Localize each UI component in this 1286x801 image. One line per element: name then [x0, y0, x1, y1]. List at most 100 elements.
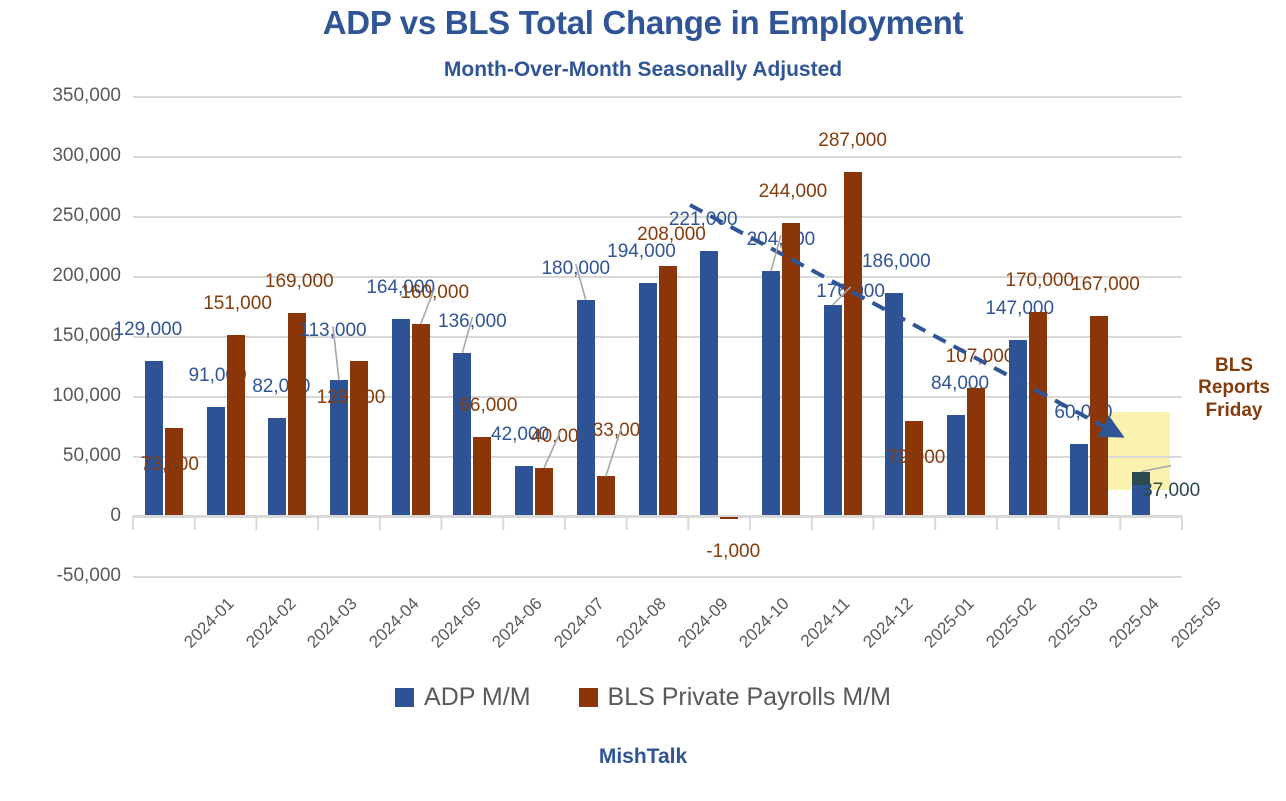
gridline: [133, 276, 1182, 278]
data-label-2024-06-adp: 136,000: [438, 310, 507, 332]
x-axis-tick-label: 2024-09: [673, 594, 732, 652]
bar-2024-08-bls[interactable]: [596, 476, 615, 516]
bar-2024-02-bls[interactable]: [226, 334, 245, 516]
data-label-2024-10-bls: -1,000: [706, 541, 761, 562]
bar-2024-06-bls[interactable]: [473, 436, 492, 516]
chart-subtitle: Month-Over-Month Seasonally Adjusted: [443, 58, 843, 81]
data-label-2024-03-bls: 169,000: [264, 271, 334, 293]
x-axis-tick-label: 2024-08: [612, 594, 670, 652]
data-label-2024-11-bls: 244,000: [758, 181, 828, 203]
x-axis-tick-label: 2024-11: [796, 594, 854, 651]
x-axis-tick-label: 2024-03: [303, 594, 362, 652]
data-label-2024-11-adp: 204,000: [746, 229, 816, 251]
data-label-2024-01-adp: 129,000: [113, 319, 183, 341]
data-label-2024-09-adp: 194,000: [607, 241, 676, 263]
annotation-line-3: Friday: [1205, 399, 1263, 421]
bar-2024-10-adp[interactable]: [700, 250, 719, 516]
legend-label: BLS Private Payrolls M/M: [607, 683, 891, 711]
gridline: [133, 456, 1182, 458]
x-axis-tick-label: 2024-06: [488, 594, 547, 652]
bar-2024-09-adp[interactable]: [638, 283, 657, 516]
bar-2025-05-adp[interactable]: [1132, 471, 1151, 516]
data-label-2024-02-bls: 151,000: [203, 292, 272, 314]
bar-2025-04-adp[interactable]: [1070, 444, 1089, 516]
data-label-2024-12-bls: 287,000: [818, 129, 887, 151]
chart-footer-attribution: MishTalk: [598, 745, 688, 768]
data-label-2025-01-bls: 79,000: [887, 447, 946, 469]
bar-2025-03-bls[interactable]: [1028, 312, 1047, 516]
bar-2024-06-adp[interactable]: [453, 352, 472, 516]
data-label-2024-05-bls: 160,000: [400, 282, 470, 303]
bar-2025-01-adp[interactable]: [885, 292, 904, 516]
x-axis-tick-label: 2025-01: [920, 594, 979, 652]
gridline: [133, 396, 1182, 398]
bar-2025-02-adp[interactable]: [947, 415, 966, 516]
data-label-2024-06-bls: 66,000: [459, 394, 518, 416]
y-axis-tick-label: 100,000: [52, 385, 121, 406]
bar-2024-01-bls[interactable]: [164, 428, 183, 516]
y-axis-tick-label: 200,000: [52, 265, 121, 286]
annotation-line-1: BLS: [1215, 355, 1253, 376]
bar-2025-03-adp[interactable]: [1008, 339, 1027, 516]
y-axis-tick-label: 50,000: [62, 445, 121, 466]
bar-2024-11-adp[interactable]: [761, 271, 780, 516]
bar-2024-04-adp[interactable]: [329, 380, 348, 516]
y-axis-tick-label: 0: [110, 505, 121, 526]
x-axis-tick-label: 2024-04: [365, 594, 423, 652]
data-label-2025-05-adp: 37,000: [1142, 479, 1201, 501]
bar-2024-12-bls[interactable]: [843, 171, 862, 516]
data-label-2025-02-bls: 107,000: [945, 345, 1015, 367]
data-label-2024-07-adp: 42,000: [491, 423, 550, 445]
bar-2024-11-bls[interactable]: [781, 223, 800, 516]
plot-area: 129,000 73,000 91,000 151,000 82,000 169,000 1…: [114, 96, 1200, 578]
bar-cap-highlight: [1132, 471, 1151, 485]
bar-2024-08-adp[interactable]: [576, 300, 595, 516]
gridline: [133, 156, 1182, 158]
data-label-2024-08-adp: 180,000: [541, 258, 611, 279]
data-label-2025-01-adp: 186,000: [861, 250, 931, 272]
legend-swatch-icon: [578, 688, 598, 707]
x-axis-tick-label: 2024-07: [550, 594, 608, 652]
y-axis-tick-label: 300,000: [52, 145, 121, 166]
bar-2024-04-bls[interactable]: [349, 361, 368, 516]
gridline: [133, 576, 1182, 578]
bar-2024-07-adp[interactable]: [515, 465, 534, 516]
annotation-line-2: Reports: [1198, 377, 1270, 399]
data-label-2025-04-bls: 167,000: [1071, 273, 1140, 295]
data-label-2025-03-bls: 170,000: [1005, 270, 1075, 291]
bar-2024-09-bls[interactable]: [658, 266, 677, 516]
legend-label: ADP M/M: [424, 683, 531, 711]
y-axis-tick-label: 250,000: [52, 205, 121, 226]
bls-reports-friday-annotation: BLS Reports Friday: [1188, 355, 1280, 422]
bar-2024-03-adp[interactable]: [268, 417, 287, 516]
bar-2024-12-adp[interactable]: [823, 304, 842, 516]
bar-2024-02-adp[interactable]: [206, 406, 225, 516]
gridline: [133, 96, 1182, 98]
data-label-2024-09-bls: 208,000: [637, 224, 706, 246]
data-label-2024-10-adp: 221,000: [668, 208, 738, 230]
chart-title: ADP vs BLS Total Change in Employment: [322, 4, 964, 41]
gridline: [133, 216, 1182, 218]
y-axis-tick-label: 150,000: [52, 325, 121, 346]
bar-2024-01-adp[interactable]: [144, 361, 163, 516]
gridline: [133, 336, 1182, 338]
x-axis-tick-label: 2025-05: [1167, 594, 1225, 652]
data-label-2024-04-bls: 129,000: [316, 387, 386, 409]
y-axis: 350,000 300,000 250,000 200,000 150,000 100,0…: [0, 85, 1286, 586]
gridline: [133, 516, 1182, 518]
bar-2024-07-bls[interactable]: [535, 468, 554, 516]
bar-2025-01-bls[interactable]: [905, 421, 924, 516]
legend-item-adp[interactable]: ADP M/M: [395, 683, 531, 712]
legend-item-bls[interactable]: BLS Private Payrolls M/M: [578, 683, 891, 712]
x-axis-tick-label: 2024-10: [735, 594, 794, 652]
bar-2025-04-bls[interactable]: [1090, 315, 1109, 516]
bar-2024-03-bls[interactable]: [288, 313, 307, 516]
chart-legend: ADP M/M BLS Private Payrolls M/M: [0, 683, 1286, 712]
bar-2025-02-bls[interactable]: [967, 387, 986, 516]
legend-swatch-icon: [395, 688, 415, 707]
x-axis-tick-label: 2024-05: [426, 594, 485, 652]
bar-2024-05-adp[interactable]: [391, 319, 410, 516]
bar-2024-05-bls[interactable]: [411, 324, 430, 516]
bar-2024-10-bls[interactable]: [720, 516, 739, 519]
